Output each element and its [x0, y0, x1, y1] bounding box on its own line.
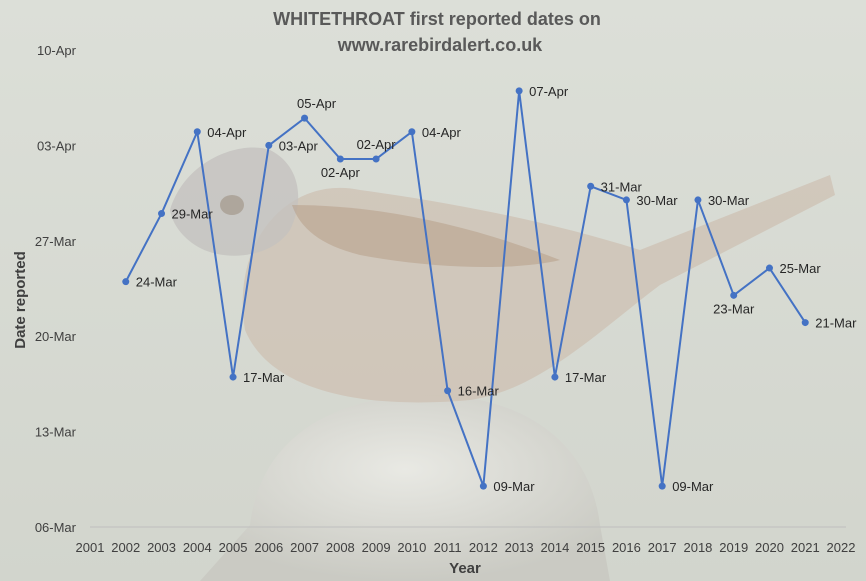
x-tick-label-2014: 2014 [540, 540, 569, 555]
data-label-2014: 17-Mar [565, 370, 607, 385]
data-label-2009: 02-Apr [357, 137, 397, 152]
data-label-2010: 04-Apr [422, 125, 462, 140]
data-label-2020: 25-Mar [779, 261, 821, 276]
y-tick-label-13-Mar: 13-Mar [35, 425, 77, 440]
x-tick-label-2013: 2013 [505, 540, 534, 555]
x-tick-label-2004: 2004 [183, 540, 212, 555]
x-tick-label-2003: 2003 [147, 540, 176, 555]
data-label-2006: 03-Apr [279, 138, 319, 153]
data-label-2007: 05-Apr [297, 96, 337, 111]
x-tick-label-2006: 2006 [254, 540, 283, 555]
data-labels: 24-Mar 29-Mar 04-Apr 17-Mar 03-Apr 05-Apr 02-A… [136, 84, 857, 494]
data-point-2014 [551, 373, 559, 381]
data-label-2021: 21-Mar [815, 316, 857, 331]
data-point-2003 [158, 210, 166, 218]
x-tick-label-2005: 2005 [219, 540, 248, 555]
data-label-2002: 24-Mar [136, 275, 178, 290]
chart-title-line-2: www.rarebirdalert.co.uk [337, 35, 543, 55]
data-point-2011 [444, 387, 452, 395]
data-point-2017 [658, 482, 666, 490]
x-tick-label-2020: 2020 [755, 540, 784, 555]
data-point-2020 [765, 264, 773, 272]
data-label-2015: 31-Mar [601, 179, 643, 194]
y-axis-ticks: 06-Mar 13-Mar 20-Mar 27-Mar 03-Apr 10-Apr [35, 43, 77, 535]
data-point-2019 [730, 291, 738, 299]
x-tick-label-2001: 2001 [76, 540, 105, 555]
data-point-2007 [301, 114, 309, 122]
x-tick-label-2002: 2002 [111, 540, 140, 555]
data-label-2013: 07-Apr [529, 84, 569, 99]
data-point-2012 [479, 482, 487, 490]
x-tick-label-2010: 2010 [397, 540, 426, 555]
x-tick-label-2009: 2009 [362, 540, 391, 555]
data-point-2004 [193, 128, 201, 136]
series-first-reported-dates [122, 87, 809, 490]
data-label-2005: 17-Mar [243, 370, 285, 385]
y-tick-label-10-Apr: 10-Apr [37, 43, 77, 58]
x-tick-label-2016: 2016 [612, 540, 641, 555]
y-tick-label-03-Apr: 03-Apr [37, 138, 77, 153]
chart-title-line-1: WHITETHROAT first reported dates on [273, 9, 601, 29]
x-tick-label-2008: 2008 [326, 540, 355, 555]
y-tick-label-06-Mar: 06-Mar [35, 520, 77, 535]
x-tick-label-2011: 2011 [434, 540, 462, 555]
data-label-2018: 30-Mar [708, 193, 750, 208]
x-tick-label-2007: 2007 [290, 540, 319, 555]
x-tick-label-2019: 2019 [719, 540, 748, 555]
data-point-2006 [265, 141, 273, 149]
data-point-2010 [408, 128, 416, 136]
x-tick-label-2021: 2021 [791, 540, 820, 555]
x-axis-title: Year [449, 560, 481, 577]
data-label-2019: 23-Mar [713, 301, 755, 316]
data-point-2021 [801, 319, 809, 327]
data-label-2003: 29-Mar [172, 207, 214, 222]
x-tick-label-2018: 2018 [683, 540, 712, 555]
data-label-2016: 30-Mar [636, 193, 678, 208]
data-label-2008: 02-Apr [321, 165, 361, 180]
data-point-2016 [622, 196, 630, 204]
x-tick-label-2015: 2015 [576, 540, 605, 555]
x-axis-ticks: 2001 2002 2003 2004 2005 2006 2007 2008 2009 2010… [76, 540, 856, 555]
data-label-2004: 04-Apr [207, 125, 247, 140]
data-point-2015 [587, 182, 595, 190]
data-label-2012: 09-Mar [493, 479, 535, 494]
data-label-2017: 09-Mar [672, 479, 714, 494]
data-point-2008 [336, 155, 344, 163]
data-label-2011: 16-Mar [458, 384, 500, 399]
y-tick-label-20-Mar: 20-Mar [35, 329, 77, 344]
data-point-2018 [694, 196, 702, 204]
x-tick-label-2017: 2017 [648, 540, 677, 555]
data-point-2013 [515, 87, 523, 95]
y-tick-label-27-Mar: 27-Mar [35, 234, 77, 249]
x-tick-label-2022: 2022 [827, 540, 856, 555]
series-line [124, 89, 807, 488]
y-axis-title: Date reported [12, 251, 29, 349]
data-point-2005 [229, 373, 237, 381]
data-point-2009 [372, 155, 380, 163]
x-tick-label-2012: 2012 [469, 540, 498, 555]
data-point-2002 [122, 278, 130, 286]
